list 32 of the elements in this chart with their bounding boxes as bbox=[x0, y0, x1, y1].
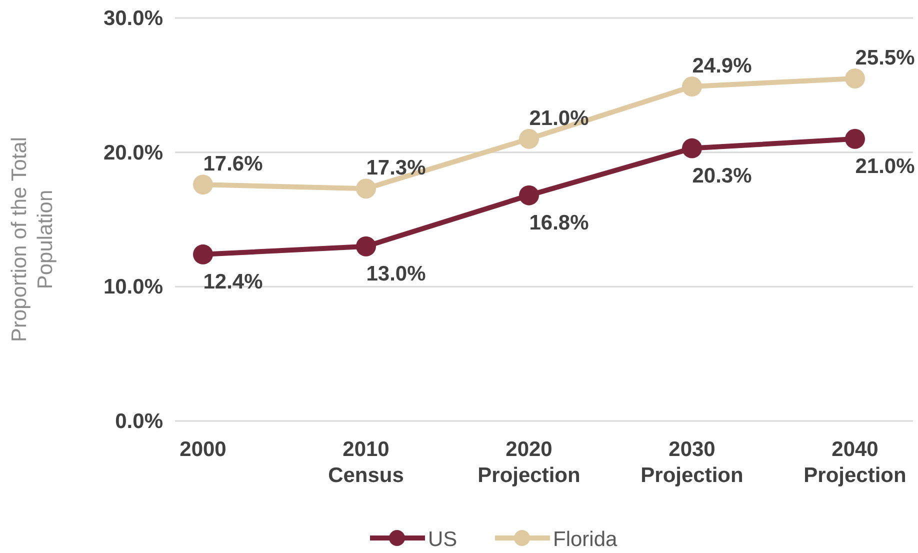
legend-label: US bbox=[428, 528, 458, 551]
x-tick-label: 2040 Projection bbox=[804, 438, 906, 487]
x-tick-label: 2020 Projection bbox=[478, 438, 580, 487]
x-tick-label: 2010 Census bbox=[328, 438, 404, 487]
point bbox=[845, 128, 865, 149]
data-label: 16.8% bbox=[529, 211, 590, 234]
x-tick-label: 2030 Projection bbox=[640, 438, 744, 487]
point bbox=[682, 76, 702, 97]
x-tick-label: 2000 bbox=[180, 438, 226, 461]
point bbox=[845, 68, 865, 88]
y-axis-title: Proportion of the Total Population bbox=[8, 136, 57, 342]
data-label: 12.4% bbox=[203, 270, 264, 294]
data-label: 21.0% bbox=[855, 154, 916, 178]
data-label: 25.5% bbox=[855, 46, 916, 70]
data-label: 21.0% bbox=[529, 106, 590, 130]
y-tick-label: 10.0% bbox=[103, 276, 164, 299]
point bbox=[682, 138, 702, 158]
point bbox=[356, 178, 376, 199]
data-label: 17.3% bbox=[366, 156, 426, 180]
y-tick-label: 0.0% bbox=[115, 410, 164, 433]
data-label: 13.0% bbox=[366, 262, 426, 286]
y-tick-label: 30.0% bbox=[103, 7, 164, 30]
point bbox=[519, 128, 539, 149]
point bbox=[193, 174, 213, 195]
data-label: 20.3% bbox=[692, 164, 752, 188]
data-label: 17.6% bbox=[203, 152, 264, 176]
data-label: 24.9% bbox=[692, 54, 752, 78]
point bbox=[193, 244, 213, 264]
point bbox=[519, 185, 539, 206]
y-tick-label: 20.0% bbox=[103, 141, 164, 164]
legend-label: Florida bbox=[553, 528, 618, 551]
point bbox=[356, 236, 376, 256]
